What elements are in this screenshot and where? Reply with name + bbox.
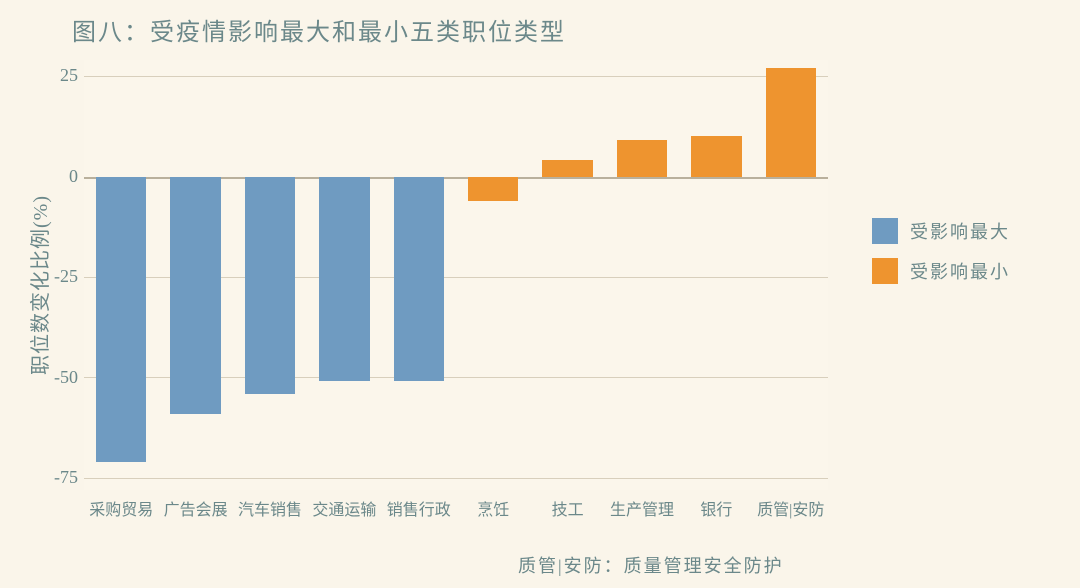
legend-swatch <box>872 218 898 244</box>
x-tick-label: 质管|安防 <box>754 496 828 520</box>
bar <box>96 177 147 462</box>
plot-area <box>84 60 828 490</box>
y-tick-label: -75 <box>28 467 78 488</box>
bar <box>766 68 817 177</box>
legend: 受影响最大受影响最小 <box>872 218 1010 298</box>
x-tick-label: 广告会展 <box>158 496 232 520</box>
x-tick-label: 交通运输 <box>307 496 381 520</box>
bar <box>394 177 445 382</box>
x-tick-label: 银行 <box>679 496 753 520</box>
legend-label: 受影响最大 <box>910 218 1010 244</box>
legend-swatch <box>872 258 898 284</box>
gridline <box>84 478 828 479</box>
bar <box>468 177 519 201</box>
x-tick-label: 汽车销售 <box>233 496 307 520</box>
x-tick-label: 技工 <box>530 496 604 520</box>
y-tick-label: -50 <box>28 367 78 388</box>
bar <box>617 140 668 176</box>
legend-item: 受影响最小 <box>872 258 1010 284</box>
bar <box>691 136 742 176</box>
bar <box>170 177 221 414</box>
gridline <box>84 76 828 77</box>
chart-title: 图八：受疫情影响最大和最小五类职位类型 <box>72 12 566 47</box>
x-tick-label: 销售行政 <box>382 496 456 520</box>
y-tick-label: -25 <box>28 266 78 287</box>
footnote: 质管|安防：质量管理安全防护 <box>518 552 784 578</box>
y-tick-label: 25 <box>28 65 78 86</box>
bar <box>319 177 370 382</box>
x-tick-label: 采购贸易 <box>84 496 158 520</box>
x-tick-label: 生产管理 <box>605 496 679 520</box>
legend-label: 受影响最小 <box>910 258 1010 284</box>
x-tick-label: 烹饪 <box>456 496 530 520</box>
legend-item: 受影响最大 <box>872 218 1010 244</box>
y-tick-label: 0 <box>28 166 78 187</box>
bar <box>245 177 296 394</box>
chart-canvas: 图八：受疫情影响最大和最小五类职位类型 职位数变化比例(%) -75-50-25… <box>0 0 1080 588</box>
bar <box>542 160 593 176</box>
